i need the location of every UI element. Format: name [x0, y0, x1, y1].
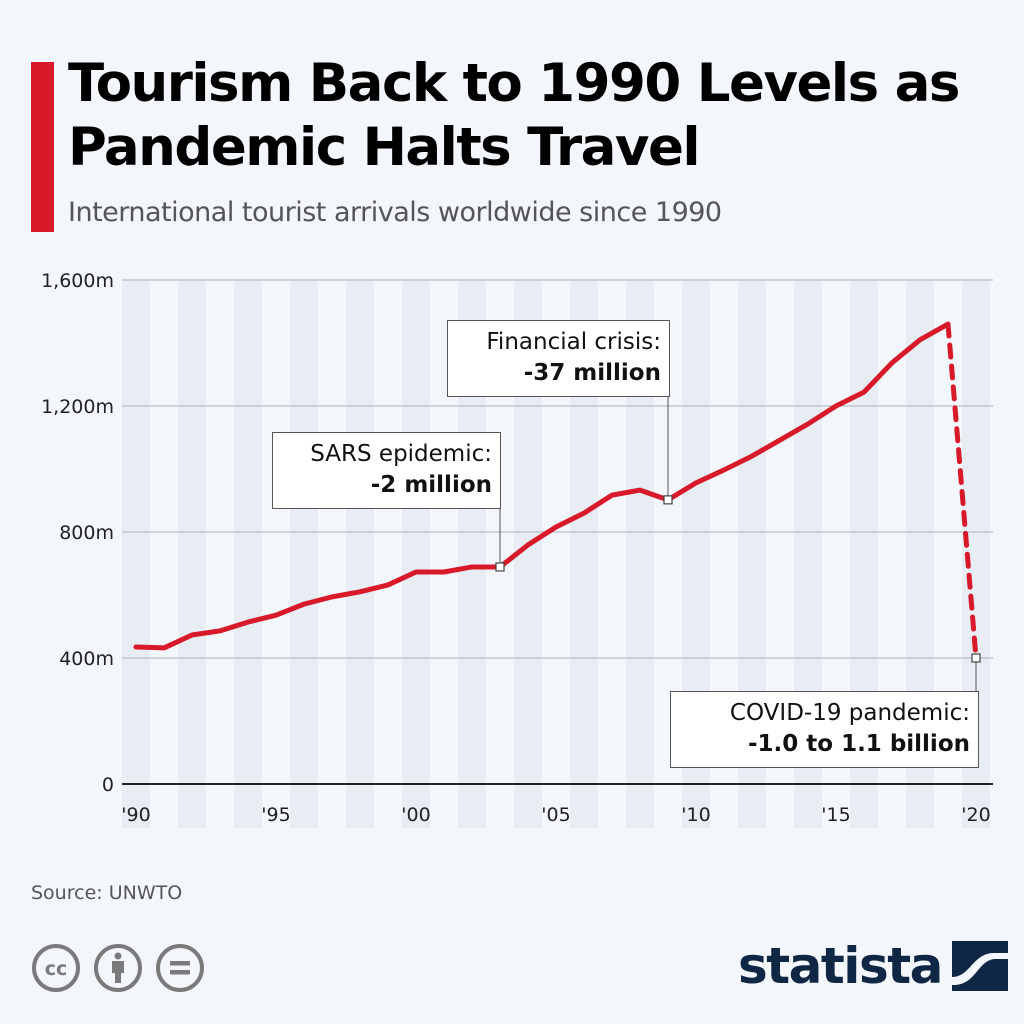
- svg-text:1,200m: 1,200m: [41, 396, 114, 418]
- annotation-sars: SARS epidemic: -2 million: [272, 432, 501, 509]
- title-accent-bar: [31, 62, 54, 232]
- gridlines: [122, 279, 993, 785]
- statista-logo[interactable]: statista: [738, 936, 1008, 996]
- annotation-financial-crisis: Financial crisis: -37 million: [447, 320, 670, 397]
- svg-text:1,600m: 1,600m: [41, 270, 114, 292]
- annotation-value: -1.0 to 1.1 billion: [747, 731, 970, 757]
- logo-text: statista: [738, 937, 943, 995]
- svg-text:0: 0: [102, 774, 114, 796]
- annotation-covid: COVID-19 pandemic: -1.0 to 1.1 billion: [670, 691, 979, 768]
- svg-text:'00: '00: [401, 804, 430, 826]
- svg-text:800m: 800m: [59, 522, 114, 544]
- svg-text:cc: cc: [45, 958, 68, 980]
- svg-text:'15: '15: [821, 804, 850, 826]
- svg-text:'10: '10: [681, 804, 710, 826]
- cc-icon[interactable]: cc: [31, 943, 81, 993]
- svg-text:400m: 400m: [59, 648, 114, 670]
- y-axis-labels: 0 400m 800m 1,200m 1,600m: [41, 270, 114, 796]
- attribution-icon[interactable]: [93, 943, 143, 993]
- no-derivatives-icon[interactable]: [155, 943, 205, 993]
- statista-logo-icon: [951, 941, 1008, 991]
- arrivals-line: [133, 321, 951, 651]
- annotation-markers: [495, 495, 981, 663]
- chart-subtitle: International tourist arrivals worldwide…: [68, 197, 722, 228]
- x-axis-labels: '90 '95 '00 '05 '10 '15 '20: [121, 804, 990, 826]
- source-note: Source: UNWTO: [31, 882, 183, 904]
- annotation-label: Financial crisis:: [486, 329, 661, 355]
- svg-text:'95: '95: [261, 804, 290, 826]
- annotation-value: -2 million: [370, 472, 492, 498]
- annotation-leaders: [499, 397, 977, 691]
- svg-text:'05: '05: [541, 804, 570, 826]
- svg-text:'20: '20: [961, 804, 990, 826]
- chart-title: Tourism Back to 1990 Levels as Pandemic …: [68, 53, 960, 178]
- annotation-label: SARS epidemic:: [310, 441, 492, 467]
- annotation-label: COVID-19 pandemic:: [729, 700, 970, 726]
- annotation-value: -37 million: [523, 360, 661, 386]
- license-icons: cc: [31, 943, 205, 993]
- svg-text:'90: '90: [121, 804, 150, 826]
- projection-line: [945, 321, 979, 661]
